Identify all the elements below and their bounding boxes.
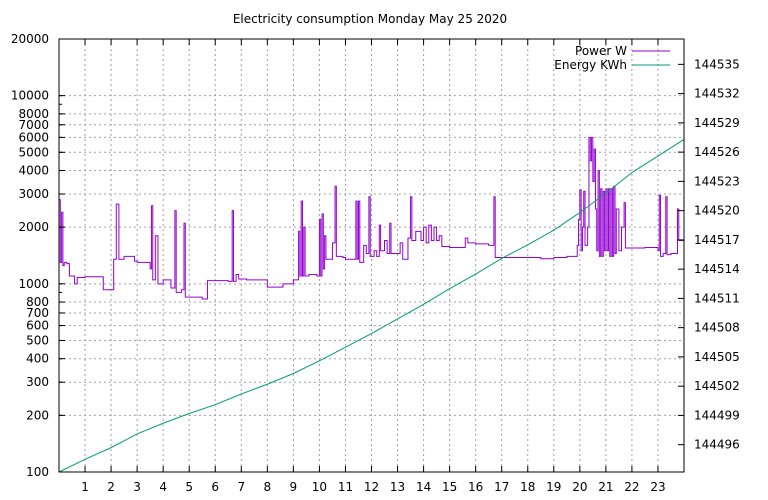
y-right-tick-label: 144511 (694, 291, 740, 305)
y-left-tick-label: 6000 (18, 130, 49, 144)
x-tick-label: 5 (185, 480, 193, 494)
x-tick-label: 7 (237, 480, 245, 494)
series-power-line (59, 136, 684, 300)
legend: Power W Energy KWh (554, 44, 670, 72)
y-right-tick-label: 144529 (694, 116, 740, 130)
y-left-tick-label: 20000 (11, 32, 49, 46)
y-left-tick-label: 1000 (18, 277, 49, 291)
y-right-tick-label: 144517 (694, 233, 740, 247)
x-tick-label: 3 (133, 480, 141, 494)
x-tick-label: 19 (546, 480, 561, 494)
x-tick-label: 1 (81, 480, 89, 494)
x-tick-label: 6 (211, 480, 219, 494)
y-right-tick-label: 144532 (694, 87, 740, 101)
x-tick-label: 16 (468, 480, 483, 494)
y-left-tick-label: 4000 (18, 164, 49, 178)
y-left-tick-label: 500 (26, 333, 49, 347)
y-right-tick-label: 144514 (694, 262, 740, 276)
y-right-tick-label: 144499 (694, 408, 740, 422)
x-tick-label: 21 (598, 480, 613, 494)
legend-label-power: Power W (575, 44, 627, 58)
y-right-tick-label: 144508 (694, 321, 740, 335)
x-tick-label: 11 (338, 480, 353, 494)
y-left-tick-label: 7000 (18, 118, 49, 132)
x-tick-label: 17 (494, 480, 509, 494)
y-right-tick-label: 144520 (694, 204, 740, 218)
y-right-tick-label: 144526 (694, 145, 740, 159)
x-tick-label: 12 (364, 480, 379, 494)
y-left-tick-label: 5000 (18, 145, 49, 159)
y-right-tick-label: 144502 (694, 379, 740, 393)
y-left-tick-label: 300 (26, 375, 49, 389)
y-left-tick-label: 100 (26, 465, 49, 479)
y-left-tick-label: 10000 (11, 89, 49, 103)
y-left-tick-label: 8000 (18, 107, 49, 121)
y-right-tick-label: 144505 (694, 350, 740, 364)
y-left-tick-label: 200 (26, 408, 49, 422)
x-tick-label: 23 (650, 480, 665, 494)
ticks: 1 2 3 4 5 6 7 8 9 10 11 12 13 14 15 16 17 18 19 20 21 22 23100… (11, 32, 740, 494)
grid (59, 39, 684, 472)
x-tick-label: 2 (107, 480, 115, 494)
x-tick-label: 15 (442, 480, 457, 494)
x-tick-label: 13 (390, 480, 405, 494)
x-tick-label: 10 (312, 480, 327, 494)
x-tick-label: 9 (290, 480, 298, 494)
x-tick-label: 22 (624, 480, 639, 494)
y-left-tick-label: 700 (26, 306, 49, 320)
y-left-tick-label: 2000 (18, 220, 49, 234)
x-tick-label: 18 (520, 480, 535, 494)
y-right-tick-label: 144523 (694, 174, 740, 188)
series-energy-line (58, 139, 685, 473)
y-left-tick-label: 3000 (18, 187, 49, 201)
x-tick-label: 8 (264, 480, 272, 494)
x-tick-label: 4 (159, 480, 167, 494)
x-tick-label: 14 (416, 480, 431, 494)
x-tick-label: 20 (572, 480, 587, 494)
y-left-tick-label: 800 (26, 295, 49, 309)
y-left-tick-label: 400 (26, 352, 49, 366)
y-left-tick-label: 600 (26, 319, 49, 333)
y-right-tick-label: 144535 (694, 57, 740, 71)
series-layer (58, 136, 685, 473)
legend-label-energy: Energy KWh (554, 58, 627, 72)
chart-title: Electricity consumption Monday May 25 20… (233, 12, 507, 26)
y-right-tick-label: 144496 (694, 438, 740, 452)
